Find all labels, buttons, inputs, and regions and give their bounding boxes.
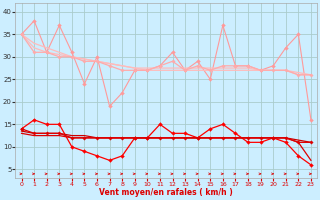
X-axis label: Vent moyen/en rafales ( km/h ): Vent moyen/en rafales ( km/h ) bbox=[100, 188, 233, 197]
